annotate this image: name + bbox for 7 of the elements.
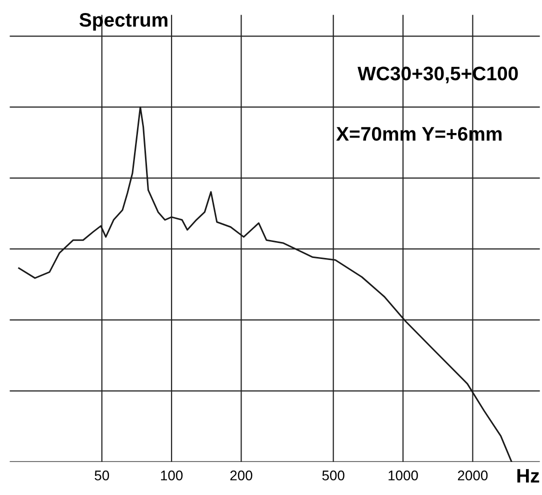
x-axis-title: Hz [517, 469, 540, 483]
x-tick-label: 100 [161, 470, 183, 480]
x-tick-label: 200 [230, 470, 252, 480]
x-tick-label: 500 [322, 470, 344, 480]
x-tick-label: 2000 [458, 470, 488, 480]
x-tick-label: 50 [94, 470, 110, 480]
x-tick-label: 1000 [388, 470, 418, 480]
